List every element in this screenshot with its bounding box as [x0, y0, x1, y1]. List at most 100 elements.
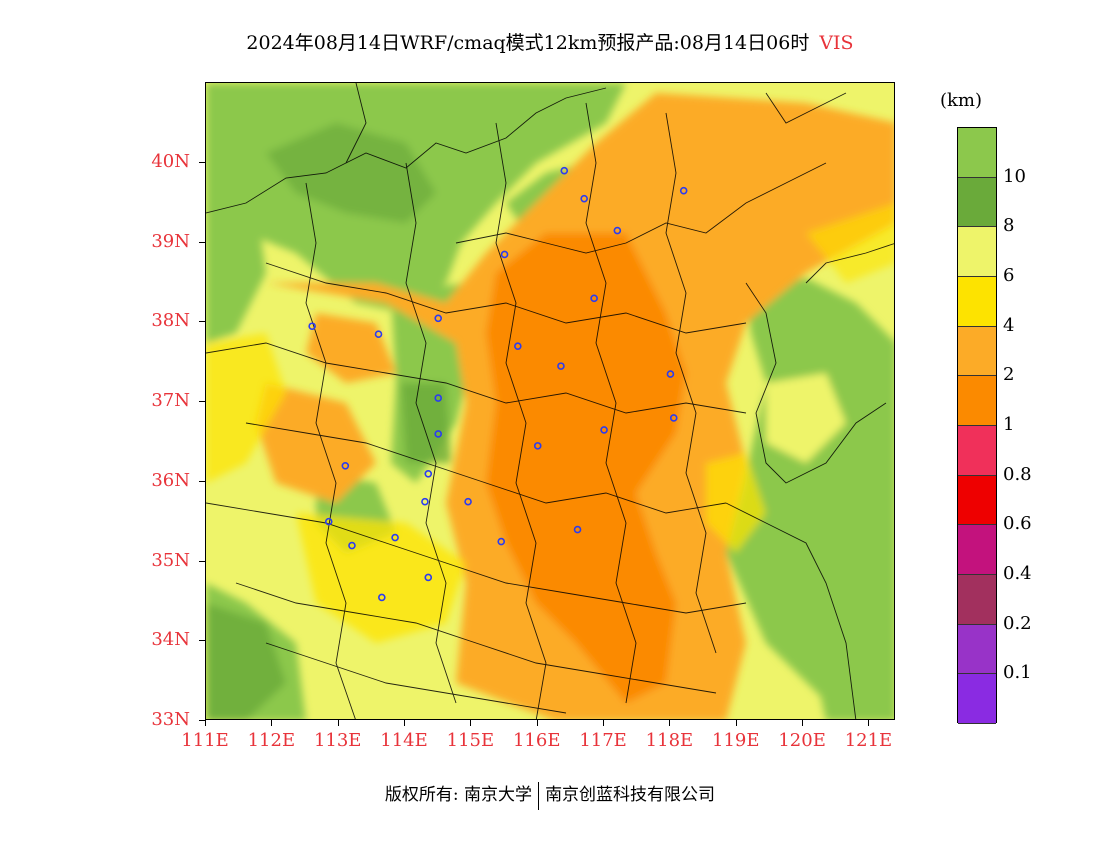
lat-label-33N: 33N — [151, 709, 190, 730]
lon-tick — [536, 720, 538, 726]
station-marker — [424, 573, 433, 582]
visibility-map — [206, 83, 894, 719]
copyright-footer: 版权所有: 南京大学 南京创蓝科技有限公司 — [0, 780, 1100, 810]
station-marker — [573, 525, 582, 534]
lat-label-37N: 37N — [151, 390, 190, 411]
station-marker — [514, 342, 522, 350]
lon-label-119E: 119E — [712, 730, 760, 751]
legend-swatch — [958, 525, 996, 575]
legend-swatch — [958, 277, 996, 327]
lon-tick — [603, 720, 605, 726]
lon-label-116E: 116E — [512, 730, 561, 751]
station-marker — [348, 541, 356, 550]
lon-tick — [868, 720, 870, 726]
legend-label: 10 — [1003, 165, 1026, 187]
legend-swatch — [958, 128, 996, 178]
legend-label: 0.8 — [1003, 463, 1032, 485]
station-marker — [590, 294, 598, 303]
legend-label: 1 — [1003, 414, 1015, 435]
lat-tick — [199, 480, 205, 482]
legend-swatch — [958, 575, 996, 625]
lat-tick — [199, 161, 205, 163]
legend-label: 0.4 — [1003, 563, 1032, 584]
lat-tick — [199, 321, 205, 323]
station-marker — [500, 250, 509, 259]
lat-label-35N: 35N — [151, 549, 190, 571]
lon-tick — [337, 720, 339, 726]
lat-tick — [199, 401, 205, 402]
station-marker — [464, 497, 472, 506]
copyright-separator — [538, 781, 540, 810]
station-marker — [434, 394, 443, 402]
lon-label-120E: 120E — [778, 730, 826, 751]
copyright-right: 南京创蓝科技有限公司 — [545, 785, 716, 805]
lon-label-111E: 111E — [181, 730, 229, 751]
station-marker — [341, 461, 350, 470]
station-marker — [324, 517, 333, 526]
station-marker — [533, 442, 542, 450]
lat-label-40N: 40N — [151, 150, 190, 172]
lon-label-113E: 113E — [313, 730, 362, 751]
lat-tick — [199, 241, 205, 243]
lon-tick — [404, 720, 406, 726]
legend-swatch — [958, 475, 996, 526]
lon-tick — [205, 720, 206, 726]
map-panel — [205, 82, 895, 720]
lat-tick — [199, 720, 205, 721]
legend-unit: (km) — [940, 90, 983, 111]
lon-tick — [470, 720, 472, 726]
legend-swatch — [958, 376, 996, 426]
station-marker — [560, 166, 569, 175]
lon-tick — [802, 720, 804, 726]
legend-swatch — [958, 326, 996, 377]
boundary-lines — [206, 83, 894, 719]
legend-label: 4 — [1003, 314, 1015, 336]
legend-swatch — [958, 177, 996, 228]
title-main: 2024年08月14日WRF/cmaq模式12km预报产品:08月14日06时 — [246, 32, 810, 54]
legend-label: 0.6 — [1003, 513, 1032, 535]
station-marker — [391, 533, 399, 542]
lat-label-38N: 38N — [151, 310, 190, 332]
station-marker — [580, 194, 588, 203]
station-marker — [434, 314, 443, 323]
station-marker — [378, 593, 386, 602]
station-marker — [669, 414, 678, 422]
station-marker — [424, 469, 433, 478]
lon-label-118E: 118E — [645, 730, 694, 751]
lat-tick — [199, 640, 205, 642]
legend-swatch — [958, 227, 996, 277]
station-marker — [666, 370, 675, 378]
lon-tick — [669, 720, 671, 726]
legend-label: 8 — [1003, 215, 1015, 237]
station-markers — [308, 166, 688, 602]
lat-label-39N: 39N — [151, 230, 190, 252]
station-marker — [497, 537, 506, 546]
lat-label-34N: 34N — [151, 629, 190, 651]
legend-swatch — [958, 674, 996, 724]
station-marker — [679, 186, 688, 195]
legend-swatch — [958, 426, 996, 476]
chart-title: 2024年08月14日WRF/cmaq模式12km预报产品:08月14日06时 V… — [0, 28, 1100, 55]
station-marker — [374, 330, 383, 339]
lat-label-36N: 36N — [151, 469, 190, 491]
lon-tick — [735, 720, 737, 726]
legend-label: 0.1 — [1003, 662, 1032, 684]
legend-label: 0.2 — [1003, 612, 1032, 634]
lon-label-117E: 117E — [579, 730, 627, 751]
legend-label: 2 — [1003, 364, 1015, 386]
legend-swatch — [958, 624, 996, 675]
visibility-field — [206, 83, 894, 719]
lat-tick — [199, 560, 205, 562]
station-marker — [421, 497, 429, 506]
station-marker — [434, 430, 443, 438]
lon-label-112E: 112E — [247, 730, 296, 751]
lon-label-115E: 115E — [446, 730, 495, 751]
copyright-left: 版权所有: 南京大学 — [384, 785, 533, 805]
lon-label-121E: 121E — [844, 730, 893, 751]
lon-tick — [271, 720, 273, 726]
legend-label: 6 — [1003, 265, 1015, 286]
station-marker — [557, 362, 565, 370]
lon-label-114E: 114E — [380, 730, 428, 751]
station-marker — [308, 322, 316, 331]
title-variable: VIS — [819, 32, 854, 54]
